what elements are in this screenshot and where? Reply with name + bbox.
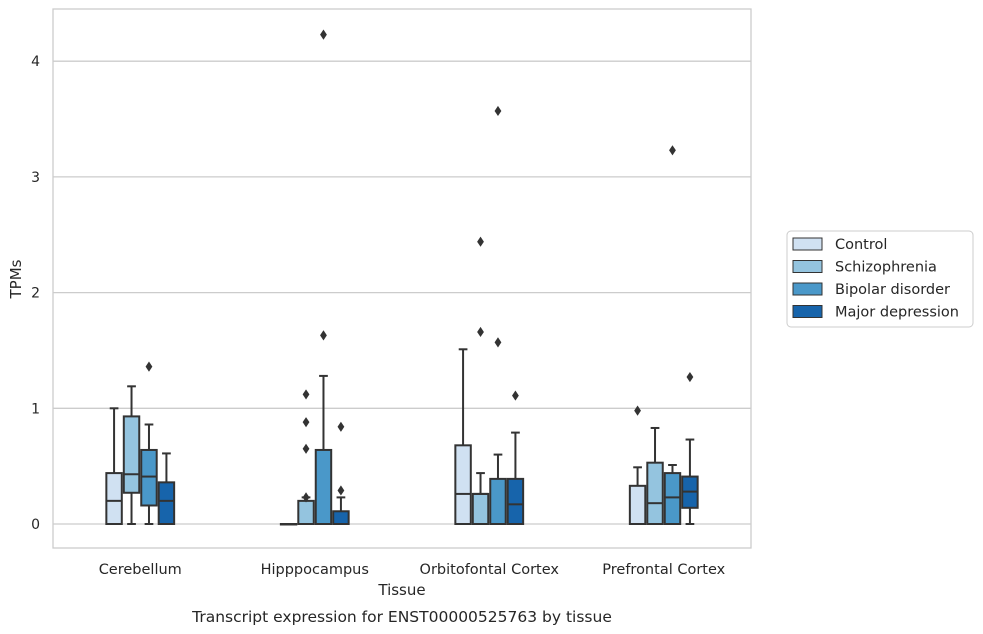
outlier-point (320, 29, 327, 40)
box-1-3 (646, 426, 664, 525)
outlier-point (302, 492, 310, 503)
outlier-point (494, 105, 502, 117)
box-2-2 (489, 105, 507, 526)
legend-label: Schizophrenia (835, 260, 937, 276)
legend-label: Control (835, 237, 887, 253)
box-iqr (628, 484, 647, 525)
box-2-3 (663, 145, 682, 526)
box-2-0 (140, 361, 158, 525)
box-0-0 (105, 407, 123, 526)
outlier-point (494, 337, 502, 348)
box-1-2 (471, 236, 490, 525)
box-iqr (314, 448, 333, 525)
plot-frame (52, 8, 752, 549)
box-1-1 (297, 389, 315, 525)
x-axis-ticks: Cerebellum Hipppocampus Orbitofontal Corte… (99, 562, 726, 578)
box-iqr (122, 415, 141, 494)
box-iqr (297, 499, 315, 525)
x-axis-label: Tissue (377, 581, 425, 599)
outlier-point (337, 485, 345, 496)
y-axis-ticks: 0 1 2 3 4 (31, 54, 40, 533)
y-tick-label: 2 (31, 286, 40, 302)
box-2-1 (314, 29, 333, 525)
y-tick-label: 0 (31, 517, 40, 533)
x-tick-label: Prefrontal Cortex (602, 562, 725, 578)
x-tick-label: Cerebellum (99, 562, 182, 578)
legend-swatch (792, 282, 823, 296)
outlier-point (320, 330, 327, 341)
legend-label: Bipolar disorder (835, 282, 950, 298)
legend-label: Major depression (835, 305, 959, 321)
box-1-0 (122, 385, 141, 525)
chart-caption: Transcript expression for ENST0000052576… (191, 608, 612, 626)
outlier-point (477, 236, 484, 247)
legend-swatch (792, 237, 823, 251)
y-tick-label: 3 (31, 170, 40, 186)
outlier-point (302, 443, 310, 454)
outlier-point (686, 371, 694, 383)
y-axis-label: TPMs (7, 259, 25, 299)
legend-frame (786, 230, 974, 328)
outlier-point (145, 361, 153, 372)
y-tick-label: 4 (31, 54, 40, 70)
box-3-0 (157, 452, 176, 525)
legend: Control Schizophrenia Bipolar disorder Majo… (786, 230, 974, 328)
box-iqr (646, 461, 664, 525)
outlier-point (337, 421, 345, 432)
legend-swatch (792, 305, 823, 318)
outlier-point (634, 405, 641, 416)
x-tick-label: Orbitofontal Cortex (420, 562, 560, 578)
outlier-point (512, 390, 519, 401)
x-tick-label: Hipppocampus (261, 562, 369, 578)
outlier-point (477, 326, 484, 338)
box-iqr (489, 477, 507, 526)
box-iqr (663, 472, 682, 526)
box-iqr (471, 492, 490, 525)
outlier-point (669, 145, 676, 156)
box-iqr (454, 444, 472, 526)
box-iqr (157, 481, 176, 525)
outlier-point (302, 389, 310, 400)
box-0-3 (628, 405, 647, 525)
box-iqr (140, 448, 158, 507)
box-3-3 (681, 371, 699, 525)
box-0-1 (279, 523, 298, 526)
plot-marks (105, 29, 699, 526)
legend-swatch (792, 260, 823, 273)
outlier-point (302, 417, 310, 428)
box-iqr (332, 510, 350, 526)
box-0-2 (454, 348, 472, 526)
box-3-2 (506, 390, 525, 526)
box-iqr (105, 472, 123, 526)
box-3-1 (332, 421, 350, 526)
y-tick-label: 1 (31, 401, 40, 417)
box-iqr (506, 477, 525, 526)
